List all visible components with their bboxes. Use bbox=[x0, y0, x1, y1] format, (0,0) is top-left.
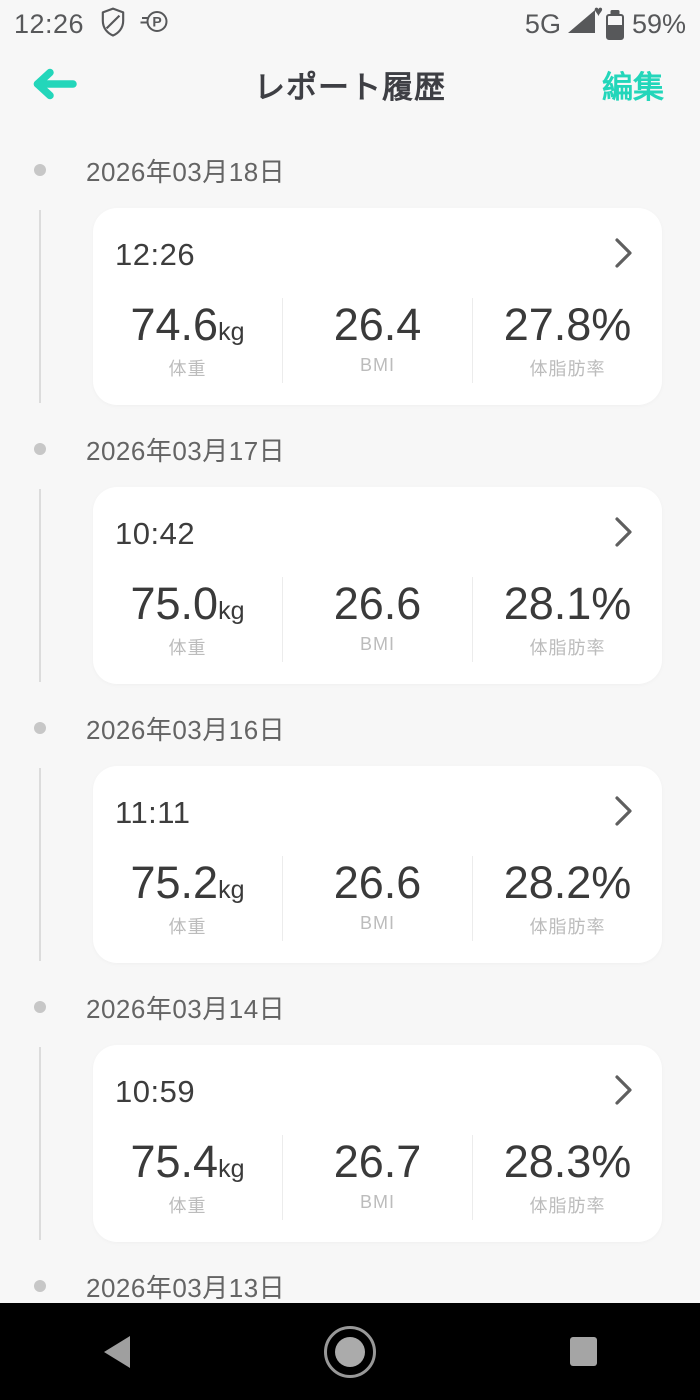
battery-percent: 59% bbox=[631, 8, 686, 39]
chevron-right-icon bbox=[615, 516, 632, 552]
metric-weight: 75.0kg 体重 bbox=[93, 577, 282, 662]
body-fat-value: 27.8% bbox=[503, 299, 632, 350]
timeline-dot bbox=[34, 722, 46, 734]
report-entry: 11:11 75.2kg 体重 26.6 BMI 28.2% bbox=[0, 766, 700, 963]
bmi-label: BMI bbox=[359, 913, 395, 934]
report-card[interactable]: 11:11 75.2kg 体重 26.6 BMI 28.2% bbox=[93, 766, 662, 963]
body-fat-label: 体脂肪率 bbox=[529, 638, 606, 659]
nav-back-button[interactable] bbox=[0, 1335, 233, 1368]
timeline-line bbox=[39, 210, 41, 403]
back-triangle-icon bbox=[103, 1335, 130, 1368]
bmi-value: 26.6 bbox=[333, 857, 422, 908]
entry-date: 2026年03月13日 bbox=[86, 1272, 286, 1303]
weight-unit: kg bbox=[218, 876, 245, 904]
entry-date: 2026年03月17日 bbox=[86, 435, 286, 466]
recents-square-icon bbox=[569, 1337, 597, 1366]
body-fat-label: 体脂肪率 bbox=[529, 917, 606, 938]
bmi-label: BMI bbox=[359, 355, 395, 376]
metric-weight: 75.4kg 体重 bbox=[93, 1135, 282, 1220]
page-title: レポート履歴 bbox=[254, 69, 446, 105]
report-entry: 12:26 74.6kg 体重 26.4 BMI 27.8% bbox=[0, 208, 700, 405]
weight-unit: kg bbox=[218, 597, 245, 625]
metric-body-fat: 28.2% 体脂肪率 bbox=[472, 856, 662, 942]
chevron-right-icon bbox=[615, 237, 632, 273]
entry-time: 12:26 bbox=[115, 237, 196, 272]
heart-icon: ♥ bbox=[593, 3, 603, 20]
metric-body-fat: 28.1% 体脂肪率 bbox=[472, 577, 662, 663]
shield-slash-icon bbox=[100, 7, 126, 42]
date-row: 2026年03月18日 bbox=[0, 155, 700, 187]
timeline-dot bbox=[34, 164, 46, 176]
timeline-line bbox=[39, 768, 41, 961]
weight-label: 体重 bbox=[168, 638, 207, 659]
chevron-right-icon bbox=[615, 795, 632, 831]
entry-time: 11:11 bbox=[115, 795, 191, 830]
app-header: レポート履歴 編集 bbox=[0, 48, 700, 120]
entry-time: 10:59 bbox=[115, 1074, 196, 1109]
bmi-label: BMI bbox=[359, 1192, 395, 1213]
metric-bmi: 26.6 BMI bbox=[282, 856, 472, 942]
metric-bmi: 26.7 BMI bbox=[282, 1135, 472, 1221]
nav-recents-button[interactable] bbox=[467, 1337, 700, 1366]
weight-label: 体重 bbox=[168, 1196, 207, 1217]
metric-bmi: 26.6 BMI bbox=[282, 577, 472, 663]
weight-unit: kg bbox=[218, 1155, 245, 1183]
bmi-value: 26.6 bbox=[333, 578, 422, 629]
battery-icon: ♥ bbox=[594, 3, 625, 41]
report-card[interactable]: 10:59 75.4kg 体重 26.7 BMI 28.3% bbox=[93, 1045, 662, 1242]
home-circle-icon bbox=[323, 1325, 376, 1378]
metric-body-fat: 27.8% 体脂肪率 bbox=[472, 298, 662, 384]
timeline-dot bbox=[34, 1280, 46, 1292]
metric-weight: 74.6kg 体重 bbox=[93, 298, 282, 383]
chevron-right-icon bbox=[615, 1074, 632, 1110]
edit-button[interactable]: 編集 bbox=[602, 62, 664, 107]
timeline-dot bbox=[34, 443, 46, 455]
bmi-value: 26.7 bbox=[333, 1136, 422, 1187]
body-fat-label: 体脂肪率 bbox=[529, 359, 606, 380]
body-fat-value: 28.2% bbox=[503, 857, 632, 908]
weight-value: 74.6 bbox=[130, 299, 219, 350]
body-fat-value: 28.1% bbox=[503, 578, 632, 629]
entry-time: 10:42 bbox=[115, 516, 196, 551]
date-row: 2026年03月16日 bbox=[0, 713, 700, 745]
p-circle-notification-icon: P bbox=[140, 8, 168, 40]
weight-unit: kg bbox=[218, 318, 245, 346]
report-entry: 10:42 75.0kg 体重 26.6 BMI 28.1% bbox=[0, 487, 700, 684]
entry-date: 2026年03月16日 bbox=[86, 714, 286, 745]
entry-date: 2026年03月18日 bbox=[86, 156, 286, 187]
weight-label: 体重 bbox=[168, 359, 207, 380]
body-fat-label: 体脂肪率 bbox=[529, 1196, 606, 1217]
report-card[interactable]: 10:42 75.0kg 体重 26.6 BMI 28.1% bbox=[93, 487, 662, 684]
date-row: 2026年03月14日 bbox=[0, 992, 700, 1024]
report-entry: 10:59 75.4kg 体重 26.7 BMI 28.3% bbox=[0, 1045, 700, 1242]
weight-value: 75.0 bbox=[130, 578, 219, 629]
weight-value: 75.2 bbox=[130, 857, 219, 908]
timeline-dot bbox=[34, 1001, 46, 1013]
weight-label: 体重 bbox=[168, 917, 207, 938]
bmi-value: 26.4 bbox=[333, 299, 422, 350]
nav-home-button[interactable] bbox=[233, 1325, 466, 1378]
weight-value: 75.4 bbox=[130, 1136, 219, 1187]
android-nav-bar bbox=[0, 1303, 700, 1400]
network-type: 5G bbox=[524, 8, 561, 39]
report-card[interactable]: 12:26 74.6kg 体重 26.4 BMI 27.8% bbox=[93, 208, 662, 405]
body-fat-value: 28.3% bbox=[503, 1136, 632, 1187]
entry-date: 2026年03月14日 bbox=[86, 993, 286, 1024]
status-bar: 12:26 P 5G ♥ bbox=[0, 0, 700, 48]
bmi-label: BMI bbox=[359, 634, 395, 655]
metric-bmi: 26.4 BMI bbox=[282, 298, 472, 384]
timeline-line bbox=[39, 489, 41, 682]
signal-strength-icon bbox=[567, 9, 595, 40]
svg-text:P: P bbox=[152, 14, 161, 30]
date-row: 2026年03月13日 bbox=[0, 1271, 700, 1303]
metric-body-fat: 28.3% 体脂肪率 bbox=[472, 1135, 662, 1221]
metric-weight: 75.2kg 体重 bbox=[93, 856, 282, 941]
status-clock: 12:26 bbox=[14, 8, 85, 39]
date-row: 2026年03月17日 bbox=[0, 434, 700, 466]
back-arrow-icon[interactable] bbox=[30, 64, 78, 104]
report-history-list: 2026年03月18日 12:26 74.6kg 体重 26.4 bbox=[0, 120, 700, 1303]
timeline-line bbox=[39, 1047, 41, 1240]
